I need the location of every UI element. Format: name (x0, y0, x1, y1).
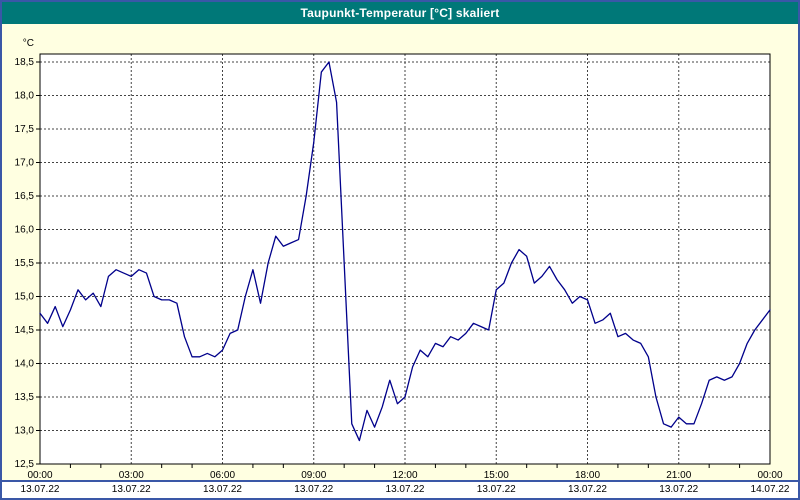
date-label: 13.07.22 (294, 484, 334, 495)
date-label: 14.07.22 (750, 484, 790, 495)
x-tick-label: 12:00 (392, 470, 417, 480)
date-label: 13.07.22 (20, 484, 60, 495)
date-label: 13.07.22 (385, 484, 425, 495)
y-tick-label: 17,5 (15, 124, 35, 135)
y-axis-unit-label: °C (23, 38, 34, 49)
date-label: 13.07.22 (111, 484, 151, 495)
date-axis-strip: 13.07.22 13.07.22 13.07.22 13.07.22 13.07.22… (2, 480, 798, 498)
y-tick-label: 14,0 (15, 359, 35, 370)
chart-title: Taupunkt-Temperatur [°C] skaliert (2, 2, 798, 24)
x-tick-label: 18:00 (575, 470, 600, 480)
x-tick-label: 00:00 (27, 470, 52, 480)
y-tick-label: 12,5 (15, 459, 35, 470)
x-tick-label: 21:00 (666, 470, 691, 480)
y-tick-label: 17,0 (15, 158, 35, 169)
x-tick-label: 09:00 (301, 470, 326, 480)
date-label: 13.07.22 (659, 484, 699, 495)
x-tick-label: 00:00 (757, 470, 782, 480)
y-tick-label: 16,5 (15, 191, 35, 202)
y-tick-label: 16,0 (15, 225, 35, 236)
date-label: 13.07.22 (203, 484, 242, 495)
series-line (39, 61, 771, 442)
dewpoint-line-chart: 12,5 13,0 13,5 14,0 14,5 15,0 15,5 16,0 16,5 17,0… (15, 38, 783, 480)
date-label: 13.07.22 (476, 484, 516, 495)
y-tick-label: 15,5 (15, 258, 35, 269)
plot-border (39, 53, 771, 465)
y-tick-label: 13,0 (15, 426, 35, 437)
y-tick-label: 14,5 (15, 325, 35, 336)
date-label: 13.07.22 (568, 484, 607, 495)
x-tick-label: 15:00 (484, 470, 509, 480)
y-tick-label: 18,0 (15, 91, 35, 102)
x-tick-label: 06:00 (210, 470, 235, 480)
y-tick-label: 13,5 (15, 392, 35, 403)
y-tick-label: 15,0 (15, 292, 35, 303)
x-tick-label: 03:00 (119, 470, 144, 480)
y-tick-label: 18,5 (15, 57, 35, 68)
